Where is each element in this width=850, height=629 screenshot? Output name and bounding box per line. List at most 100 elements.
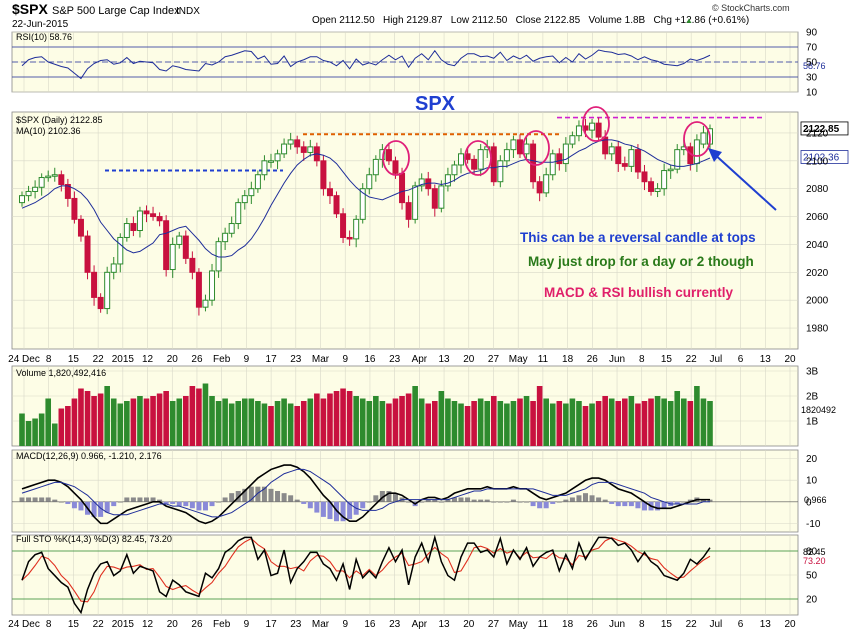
x-tick-label: 15 (68, 354, 80, 365)
candle-body (45, 175, 52, 179)
macd-histogram-bar (275, 491, 281, 502)
volume-bar (667, 401, 674, 446)
macd-histogram-bar (373, 495, 379, 502)
macd-histogram-bar (39, 497, 45, 502)
macd-histogram-bar (419, 501, 425, 503)
symbol-label: $SPX (12, 1, 48, 17)
macd-histogram-bar (170, 501, 176, 504)
x-tick-label: 20 (784, 619, 796, 629)
candle-body (667, 168, 674, 172)
x-tick-label: 27 (488, 354, 500, 365)
candle-body (497, 160, 504, 183)
volume-bar (281, 398, 287, 446)
x-tick-label: Feb (213, 354, 231, 365)
macd-histogram-bar (609, 501, 615, 504)
x-tick-label: 11 (538, 354, 549, 365)
volume-bar (228, 403, 235, 446)
candle-body (405, 202, 412, 220)
candle-body (628, 149, 635, 167)
volume-bar (176, 398, 183, 446)
volume-bar (196, 388, 202, 446)
candle-body (97, 296, 104, 310)
candle-body (412, 185, 419, 220)
volume-bar (84, 391, 91, 446)
price-label: $SPX (Daily) 2122.85 (16, 115, 103, 125)
volume-bar (169, 401, 176, 446)
highlight-circle (522, 130, 550, 166)
y-tick-label: 50 (806, 571, 818, 582)
candle-body (163, 220, 170, 271)
candle-body (307, 146, 314, 153)
volume-bar (471, 401, 477, 446)
volume-bar (622, 398, 628, 446)
volume-bar (615, 401, 622, 446)
macd-histogram-bar (176, 501, 182, 507)
candle-body (372, 158, 379, 176)
macd-label: MACD(12,26,9) 0.966, -1.210, 2.176 (16, 451, 162, 461)
x-tick-label: 16 (364, 619, 376, 629)
volume-bar (314, 393, 320, 446)
candle-body (359, 188, 366, 220)
volume-bar (202, 383, 209, 446)
candle-body (117, 236, 124, 265)
highlight-circle (582, 106, 610, 142)
candle-body (366, 174, 373, 190)
x-tick-label: 2015 (112, 354, 135, 365)
volume-bar (137, 396, 143, 446)
y-tick-label: 2100 (806, 156, 829, 167)
candle-body (38, 177, 45, 188)
macd-histogram-bar (307, 501, 313, 509)
macd-histogram-bar (438, 501, 444, 503)
macd-histogram-bar (281, 493, 287, 502)
macd-histogram-bar (641, 501, 647, 511)
volume-bar (379, 401, 386, 446)
volume-bar (248, 398, 255, 446)
macd-histogram-bar (229, 493, 235, 502)
volume-bar (510, 401, 517, 446)
y-tick-label: 2060 (806, 212, 829, 223)
y-tick-label: 20 (806, 454, 818, 465)
macd-histogram-bar (32, 497, 38, 502)
x-tick-label: 20 (167, 619, 179, 629)
x-tick-label: 15 (68, 619, 80, 629)
volume-bar (104, 386, 110, 446)
candle-body (300, 146, 307, 153)
volume-bar (536, 386, 543, 446)
y-tick-label: 80 (806, 547, 818, 558)
macd-histogram-bar (261, 486, 267, 502)
candle-body (326, 188, 333, 197)
candle-body (530, 143, 537, 183)
macd-histogram-bar (530, 501, 536, 507)
macd-histogram-bar (635, 501, 641, 509)
volume-bar (124, 401, 130, 446)
x-tick-label: Jun (609, 619, 625, 629)
candle-body (19, 195, 25, 204)
y-tick-label: 10 (806, 476, 818, 487)
macd-line (21, 464, 710, 525)
macd-histogram-bar (478, 499, 484, 502)
candle-body (569, 135, 576, 145)
y-tick-label: 50 (806, 58, 818, 69)
macd-histogram-bar (327, 501, 333, 520)
volume-bar (635, 403, 641, 446)
volume-value-box: 1820492 (801, 405, 836, 415)
candle-body (340, 213, 347, 238)
candle-body (84, 235, 91, 273)
volume-bar (91, 396, 97, 446)
volume-bar (641, 401, 648, 446)
stochastic-k-box: 82.45 (803, 547, 826, 557)
x-tick-label: 23 (290, 354, 302, 365)
candle-body (346, 236, 353, 240)
candle-body (556, 153, 563, 165)
x-tick-label: 8 (639, 354, 645, 365)
candle-body (110, 263, 117, 273)
volume-bar (654, 396, 661, 446)
macd-histogram-bar (340, 501, 346, 522)
macd-histogram-bar (406, 501, 412, 503)
candle-body (71, 197, 78, 220)
y-tick-label: 1980 (806, 324, 829, 335)
volume-bar (628, 396, 635, 446)
volume-bar (412, 386, 418, 446)
candle-body (176, 235, 183, 245)
